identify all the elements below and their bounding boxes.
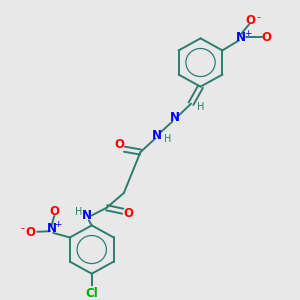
Text: H: H [197,102,204,112]
Text: N: N [81,208,92,222]
Text: O: O [114,138,124,151]
Text: -: - [21,224,25,233]
Text: N: N [236,31,246,44]
Text: O: O [50,205,59,218]
Text: O: O [261,31,271,44]
Text: O: O [26,226,36,239]
Text: N: N [47,222,57,235]
Text: -: - [256,12,260,22]
Text: O: O [124,207,134,220]
Text: Cl: Cl [85,287,98,300]
Text: +: + [54,220,62,230]
Text: N: N [152,129,162,142]
Text: N: N [170,111,180,124]
Text: H: H [75,207,82,217]
Text: +: + [244,29,251,38]
Text: O: O [245,14,255,27]
Text: H: H [164,134,171,144]
